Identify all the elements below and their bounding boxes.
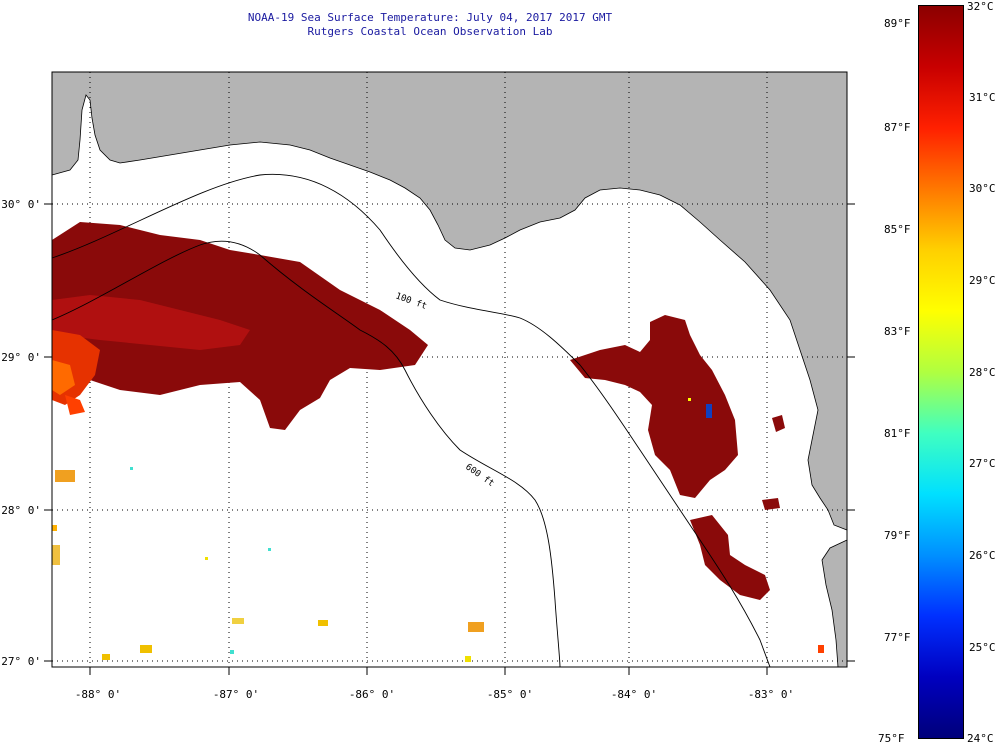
celsius-label: 32°C	[967, 0, 994, 13]
depth-contours	[51, 173, 771, 668]
sst-data-warm-edge	[52, 330, 100, 415]
lon-label: -88° 0'	[75, 688, 121, 701]
fahrenheit-label: 75°F	[878, 732, 905, 745]
sst-scatter	[52, 398, 824, 662]
celsius-label: 27°C	[969, 457, 996, 470]
celsius-label: 25°C	[969, 641, 996, 654]
grid-lines	[52, 72, 847, 667]
celsius-label: 30°C	[969, 182, 996, 195]
fahrenheit-label: 89°F	[884, 17, 911, 30]
fahrenheit-label: 87°F	[884, 121, 911, 134]
lon-label: -84° 0'	[611, 688, 657, 701]
lat-label: 29° 0'	[1, 351, 41, 364]
fahrenheit-label: 77°F	[884, 631, 911, 644]
celsius-label: 24°C	[967, 732, 994, 745]
celsius-label: 26°C	[969, 549, 996, 562]
celsius-label: 29°C	[969, 274, 996, 287]
frame-ticks	[44, 203, 855, 675]
fahrenheit-label: 83°F	[884, 325, 911, 338]
lat-label: 27° 0'	[1, 655, 41, 668]
celsius-label: 31°C	[969, 91, 996, 104]
map-subtitle: Rutgers Coastal Ocean Observation Lab	[307, 25, 553, 38]
map-frame	[51, 71, 848, 668]
fahrenheit-label: 79°F	[884, 529, 911, 542]
lon-label: -83° 0'	[748, 688, 794, 701]
lon-label: -86° 0'	[349, 688, 395, 701]
sst-data	[52, 222, 785, 600]
celsius-label: 28°C	[969, 366, 996, 379]
sst-data-light	[52, 295, 250, 350]
fahrenheit-label: 85°F	[884, 223, 911, 236]
lon-label: -85° 0'	[487, 688, 533, 701]
land-area	[51, 71, 848, 531]
temperature-colorbar	[918, 5, 964, 739]
lon-label: -87° 0'	[213, 688, 259, 701]
lat-label: 28° 0'	[1, 504, 41, 517]
fahrenheit-label: 81°F	[884, 427, 911, 440]
lat-label: 30° 0'	[1, 198, 41, 211]
map-title: NOAA-19 Sea Surface Temperature: July 04…	[247, 11, 613, 24]
